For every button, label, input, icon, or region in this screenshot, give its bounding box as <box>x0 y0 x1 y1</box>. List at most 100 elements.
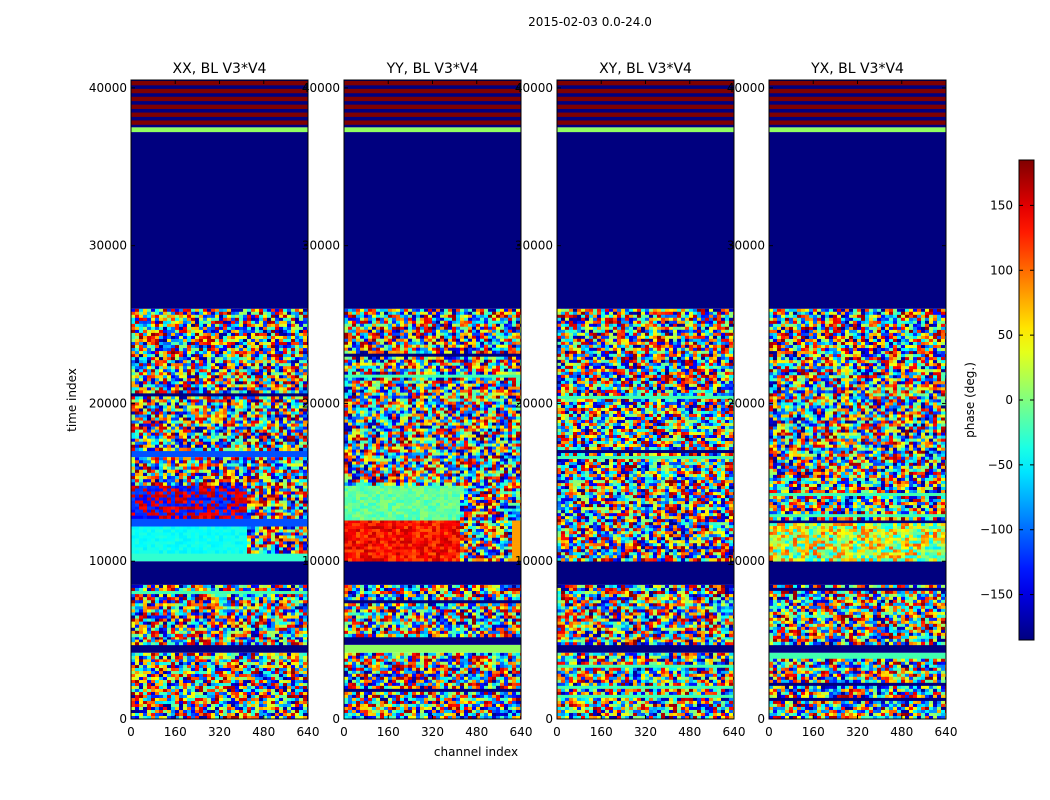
band-red_stripes <box>557 80 734 128</box>
colorbar-tick-label: 0 <box>1005 393 1013 407</box>
x-tick-label: 0 <box>553 725 561 739</box>
heatmap-panel-3: XY, BL V3*V4 0 160 320 480 640 0 10000 20000 3000… <box>515 61 746 739</box>
x-tick-label: 640 <box>935 725 958 739</box>
band-noise <box>344 584 521 638</box>
x-axis-label: channel index <box>434 745 518 759</box>
heatmap-image <box>131 80 308 719</box>
y-tick-label: 30000 <box>515 239 553 253</box>
y-tick-label: 10000 <box>89 554 127 568</box>
band-flagged <box>344 636 521 645</box>
band-noise <box>131 308 308 452</box>
band-split_red <box>344 520 521 562</box>
band-noise <box>769 308 946 521</box>
y-tick-label: 40000 <box>727 81 765 95</box>
band-flagged <box>131 132 308 309</box>
x-tick-label: 640 <box>510 725 533 739</box>
band-solid_green <box>344 644 521 653</box>
heatmap-image <box>344 80 521 719</box>
x-tick-label: 320 <box>421 725 444 739</box>
band-noise <box>344 652 521 719</box>
band-split_redblue <box>131 485 308 519</box>
y-tick-label: 10000 <box>727 554 765 568</box>
colorbar: −150 −100 −50 0 50 100 150 phase (deg.) <box>963 159 1035 641</box>
y-tick-label: 30000 <box>89 239 127 253</box>
y-tick-label: 0 <box>119 712 127 726</box>
colorbar-tick-label: −100 <box>980 523 1013 537</box>
figure-suptitle: 2015-02-03 0.0-24.0 <box>528 15 652 29</box>
band-flagged <box>769 644 946 653</box>
band-flagged <box>769 561 946 585</box>
band-noise_warm <box>769 520 946 562</box>
band-solid_blue <box>131 518 308 527</box>
heatmap-panel-4: YX, BL V3*V4 0 160 320 480 640 0 10000 20000 3000… <box>727 61 958 739</box>
band-flagged <box>344 132 521 309</box>
x-tick-label: 480 <box>252 725 275 739</box>
band-noise <box>557 584 734 638</box>
heatmap-panel-2: YY, BL V3*V4 0 160 320 480 640 0 10000 20000 3000… <box>302 61 533 739</box>
colorbar-label: phase (deg.) <box>963 362 977 438</box>
x-tick-label: 640 <box>297 725 320 739</box>
panel-title: YY, BL V3*V4 <box>386 61 479 77</box>
band-noise <box>131 584 308 638</box>
heatmap-image <box>557 80 734 719</box>
y-tick-label: 0 <box>545 712 553 726</box>
y-tick-label: 30000 <box>727 239 765 253</box>
x-tick-label: 0 <box>765 725 773 739</box>
band-noise <box>769 584 946 646</box>
band-noise <box>557 652 734 719</box>
band-solid_green <box>557 127 734 133</box>
x-tick-label: 320 <box>208 725 231 739</box>
y-tick-label: 0 <box>332 712 340 726</box>
y-tick-label: 20000 <box>89 396 127 410</box>
x-tick-label: 480 <box>678 725 701 739</box>
band-noise <box>557 636 734 646</box>
band-flagged <box>769 132 946 309</box>
colorbar-tick-label: 150 <box>990 198 1013 212</box>
y-tick-label: 30000 <box>302 239 340 253</box>
x-tick-label: 160 <box>802 725 825 739</box>
colorbar-tick-label: 50 <box>998 328 1013 342</box>
band-noise <box>131 457 308 486</box>
band-noise <box>131 636 308 646</box>
panel-title: XY, BL V3*V4 <box>599 61 692 77</box>
heatmap-image <box>769 80 946 719</box>
y-tick-label: 40000 <box>515 81 553 95</box>
x-tick-label: 320 <box>634 725 657 739</box>
x-tick-label: 160 <box>377 725 400 739</box>
band-flagged <box>557 561 734 585</box>
x-tick-label: 480 <box>890 725 913 739</box>
y-tick-label: 20000 <box>515 396 553 410</box>
y-axis-label: time index <box>65 368 79 432</box>
band-noise <box>131 659 308 719</box>
band-flagged <box>344 561 521 585</box>
x-tick-label: 160 <box>164 725 187 739</box>
x-tick-label: 0 <box>340 725 348 739</box>
x-tick-label: 0 <box>127 725 135 739</box>
heatmap-panels: XX, BL V3*V4 0 160 320 480 640 0 10000 20000 3000… <box>89 61 958 739</box>
heatmap-panel-1: XX, BL V3*V4 0 160 320 480 640 0 10000 20000 3000… <box>89 61 320 739</box>
x-tick-label: 640 <box>723 725 746 739</box>
colorbar-tick-label: −50 <box>988 458 1013 472</box>
colorbar-tick-label: −150 <box>980 588 1013 602</box>
band-flagged <box>131 561 308 585</box>
x-tick-label: 320 <box>846 725 869 739</box>
y-tick-label: 0 <box>757 712 765 726</box>
band-solid_green <box>344 127 521 133</box>
band-split_cyan <box>131 526 308 554</box>
y-tick-label: 20000 <box>727 396 765 410</box>
band-flagged <box>557 132 734 309</box>
band-red_stripes <box>131 80 308 128</box>
y-tick-label: 40000 <box>89 81 127 95</box>
band-red_stripes <box>344 80 521 128</box>
y-tick-label: 20000 <box>302 396 340 410</box>
band-red_stripes <box>769 80 946 128</box>
band-solid_green <box>769 127 946 133</box>
band-noise <box>769 652 946 719</box>
y-tick-label: 10000 <box>302 554 340 568</box>
colorbar-tick-label: 100 <box>990 263 1013 277</box>
band-flagged <box>131 644 308 653</box>
band-solid_green <box>131 127 308 133</box>
x-tick-label: 160 <box>590 725 613 739</box>
band-split_green <box>344 485 521 521</box>
